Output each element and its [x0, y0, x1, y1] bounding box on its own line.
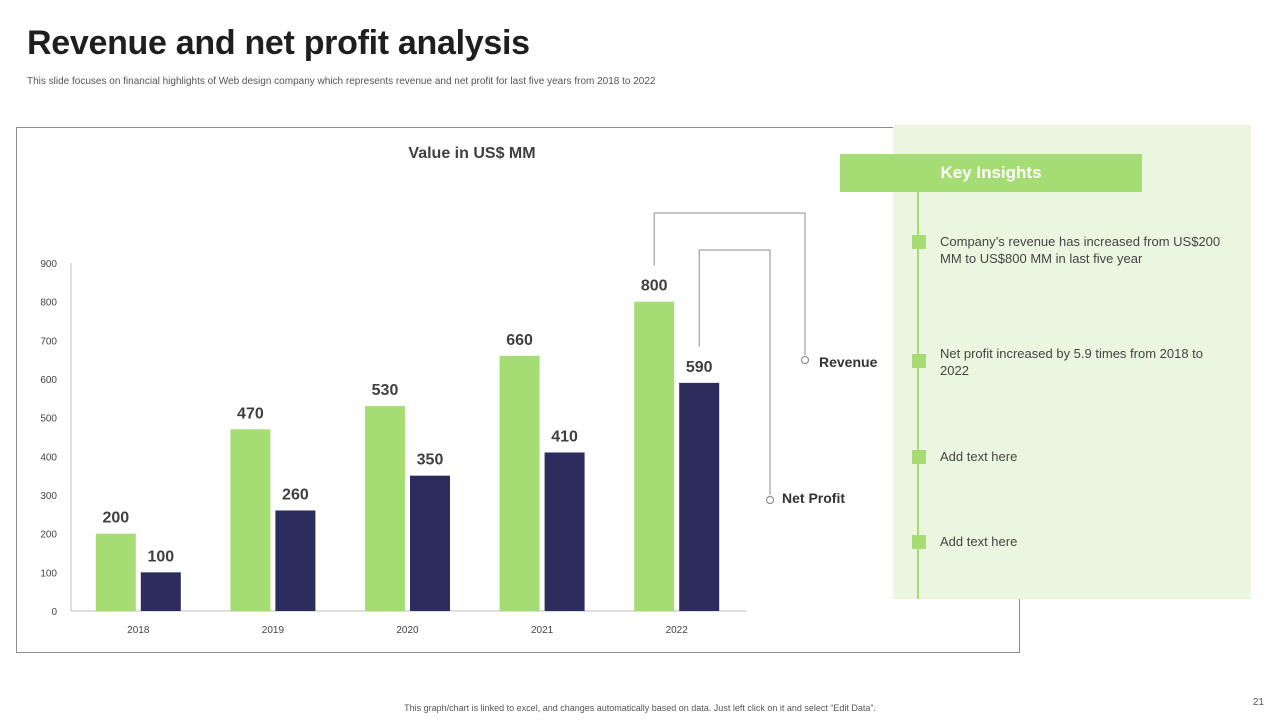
y-tick-label: 0: [51, 607, 57, 618]
footer-note: This graph/chart is linked to excel, and…: [404, 703, 876, 713]
data-label: 530: [372, 382, 399, 399]
bar-net-profit[interactable]: [275, 510, 316, 611]
bar-revenue[interactable]: [634, 301, 675, 611]
data-label: 200: [102, 510, 129, 527]
legend-marker-revenue: [801, 356, 809, 364]
page-number: 21: [1252, 697, 1264, 708]
key-insights-panel: [893, 125, 1251, 599]
data-label: 350: [417, 452, 444, 469]
bar-revenue[interactable]: [230, 429, 271, 611]
insights-timeline-line: [917, 189, 919, 599]
data-label: 410: [551, 428, 578, 445]
chart-frame[interactable]: Value in US$ MM 0 100 200 300 400 500 600 700 80…: [16, 127, 1020, 653]
bar-chart[interactable]: Value in US$ MM 0 100 200 300 400 500 600 700 80…: [17, 128, 1021, 654]
data-label: 470: [237, 405, 264, 422]
insight-bullet-icon: [912, 535, 926, 549]
y-tick-label: 300: [40, 491, 57, 502]
bar-series: [95, 301, 720, 611]
bar-revenue[interactable]: [499, 355, 540, 611]
data-label: 260: [282, 486, 309, 503]
x-tick-label: 2022: [666, 625, 689, 636]
insight-text: Net profit increased by 5.9 times from 2…: [940, 346, 1204, 378]
legend: Revenue Net Profit: [653, 212, 878, 506]
insight-bullet-icon: [912, 450, 926, 464]
x-axis-ticks: 2018 2019 2020 2021 2022: [127, 625, 688, 636]
y-tick-label: 500: [40, 414, 57, 425]
y-tick-label: 600: [40, 375, 57, 386]
data-labels: 200 100 470 260 530 350 660 410 800 590: [102, 278, 712, 566]
x-tick-label: 2021: [531, 625, 554, 636]
x-tick-label: 2018: [127, 625, 150, 636]
insight-text: Add text here: [940, 534, 1018, 549]
y-tick-label: 200: [40, 530, 57, 541]
insight-text: Company’s revenue has increased from US$…: [940, 234, 1221, 266]
y-tick-label: 400: [40, 452, 57, 463]
page-title: Revenue and net profit analysis: [27, 24, 530, 62]
legend-label-net-profit: Net Profit: [782, 490, 845, 506]
key-insights-header: Key Insights: [840, 154, 1142, 192]
legend-marker-net-profit: [766, 496, 774, 504]
x-tick-label: 2020: [396, 625, 419, 636]
y-tick-label: 100: [40, 568, 57, 579]
legend-label-revenue: Revenue: [819, 354, 878, 370]
insight-text: Add text here: [940, 449, 1018, 464]
y-tick-label: 900: [40, 259, 57, 270]
insight-bullet-icon: [912, 354, 926, 368]
bar-revenue[interactable]: [365, 406, 405, 611]
bar-net-profit[interactable]: [679, 382, 720, 611]
bar-net-profit[interactable]: [140, 572, 181, 611]
page-subtitle: This slide focuses on financial highligh…: [27, 76, 656, 87]
x-tick-label: 2019: [262, 625, 285, 636]
data-label: 100: [147, 548, 174, 565]
y-axis-ticks: 0 100 200 300 400 500 600 700 800 900: [40, 259, 57, 618]
data-label: 800: [641, 278, 668, 295]
bar-net-profit[interactable]: [544, 452, 585, 611]
bar-net-profit[interactable]: [410, 475, 450, 611]
legend-line-net-profit: [698, 249, 771, 495]
y-tick-label: 700: [40, 336, 57, 347]
data-label: 590: [686, 359, 713, 376]
y-tick-label: 800: [40, 298, 57, 309]
data-label: 660: [506, 332, 533, 349]
insight-bullet-icon: [912, 235, 926, 249]
bar-revenue[interactable]: [95, 533, 136, 611]
legend-line-revenue: [653, 212, 806, 355]
chart-title: Value in US$ MM: [408, 145, 535, 162]
